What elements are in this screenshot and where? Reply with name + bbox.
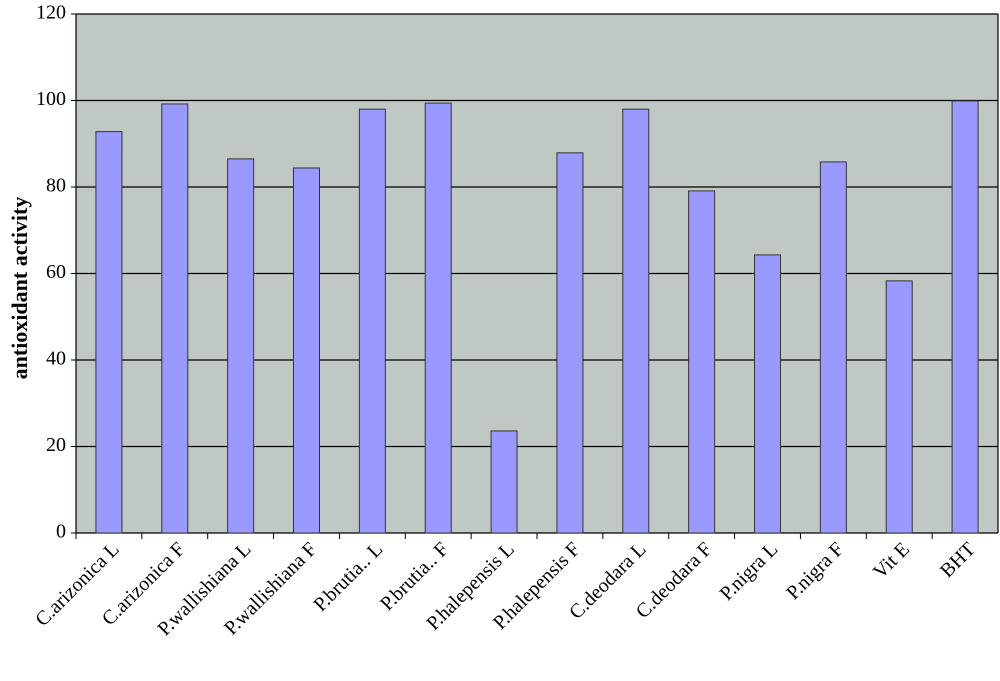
y-tick-label: 60 [46, 261, 66, 283]
bar [622, 108, 650, 534]
bar [885, 280, 913, 534]
bar [490, 430, 518, 534]
y-tick-label: 20 [46, 434, 66, 456]
bar [688, 190, 716, 534]
y-tick-label: 120 [36, 2, 66, 24]
bar [293, 167, 320, 534]
y-tick-label: 0 [56, 521, 66, 543]
y-tick-label: 80 [46, 175, 66, 197]
bar [161, 103, 189, 534]
bar [227, 158, 255, 534]
bar [95, 131, 123, 534]
y-tick-label: 100 [36, 88, 66, 110]
y-tick-label: 40 [46, 348, 66, 370]
bar [951, 100, 979, 534]
x-tick-label: P.nigra F [782, 538, 848, 604]
bar [358, 108, 386, 534]
x-tick-label: Vit E [869, 538, 914, 583]
x-tick-label: BHT [936, 538, 980, 582]
bar [754, 254, 781, 534]
x-tick-label: P.nigra L [716, 538, 783, 605]
x-tick-label: P.brutia.. L [310, 538, 388, 616]
y-axis-title: antioxidant activity [7, 197, 32, 380]
bar [556, 152, 584, 534]
bar [819, 161, 847, 534]
bar [424, 102, 452, 534]
